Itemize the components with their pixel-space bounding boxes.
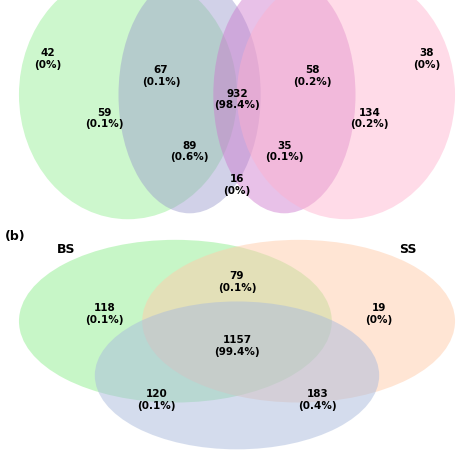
Text: 118
(0.1%): 118 (0.1%) xyxy=(85,303,124,325)
Circle shape xyxy=(19,240,332,402)
Text: 19
(0%): 19 (0%) xyxy=(365,303,393,325)
Text: 89
(0.6%): 89 (0.6%) xyxy=(170,141,209,163)
Text: 35
(0.1%): 35 (0.1%) xyxy=(265,141,304,163)
Text: 58
(0.2%): 58 (0.2%) xyxy=(293,65,332,87)
Ellipse shape xyxy=(237,0,455,219)
Text: 16
(0%): 16 (0%) xyxy=(223,174,251,196)
Text: 42
(0%): 42 (0%) xyxy=(34,48,61,70)
Text: 38
(0%): 38 (0%) xyxy=(413,48,440,70)
Text: 932
(98.4%): 932 (98.4%) xyxy=(214,89,260,110)
Text: 1157
(99.4%): 1157 (99.4%) xyxy=(214,335,260,356)
Text: 183
(0.4%): 183 (0.4%) xyxy=(298,389,337,411)
Ellipse shape xyxy=(19,0,237,219)
Text: (b): (b) xyxy=(5,230,26,243)
Ellipse shape xyxy=(118,0,261,213)
Text: 79
(0.1%): 79 (0.1%) xyxy=(218,271,256,292)
Ellipse shape xyxy=(213,0,356,213)
Text: SS: SS xyxy=(399,243,416,256)
Text: 59
(0.1%): 59 (0.1%) xyxy=(85,108,124,129)
Text: 120
(0.1%): 120 (0.1%) xyxy=(137,389,176,411)
Text: 67
(0.1%): 67 (0.1%) xyxy=(142,65,181,87)
Circle shape xyxy=(95,301,379,449)
Text: BS: BS xyxy=(57,243,76,256)
Text: 134
(0.2%): 134 (0.2%) xyxy=(350,108,389,129)
Circle shape xyxy=(142,240,455,402)
